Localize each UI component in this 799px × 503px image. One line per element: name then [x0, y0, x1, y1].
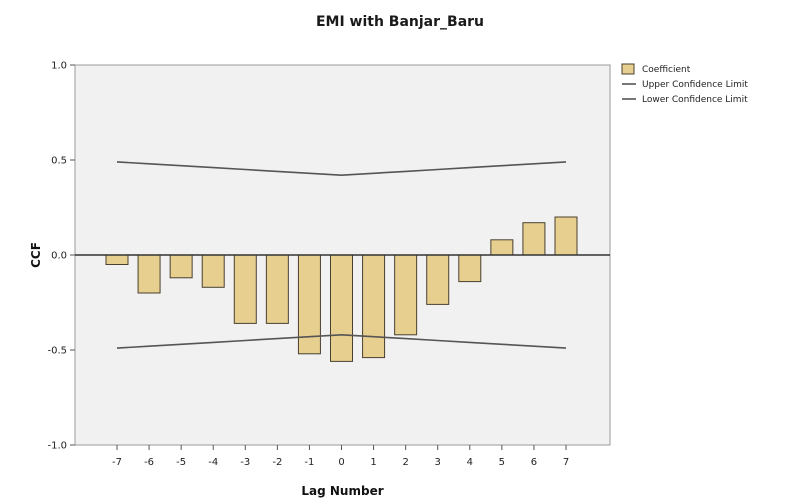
bar-lag--5 — [169, 254, 193, 279]
bar-lag-2 — [394, 254, 418, 336]
bar-lag--6 — [137, 254, 161, 294]
x-tick-label: 3 — [435, 457, 441, 468]
x-tick-label: 0 — [338, 457, 344, 468]
bar-lag-5 — [490, 239, 514, 256]
x-tick-label: -5 — [176, 457, 186, 468]
bar-lag--1 — [297, 254, 321, 355]
y-axis: 1.0 0.5 0.0 -0.5 -1.0 — [47, 61, 75, 452]
legend-label-upper: Upper Confidence Limit — [642, 80, 748, 90]
bar-lag--7 — [105, 254, 129, 265]
legend-label-coefficient: Coefficient — [642, 65, 691, 75]
y-tick-label: 0.0 — [51, 251, 67, 262]
x-tick-label: 4 — [467, 457, 473, 468]
upper-confidence-line — [116, 161, 567, 177]
x-tick-label: -4 — [208, 457, 218, 468]
x-axis-title: Lag Number — [301, 484, 383, 498]
x-tick-label: 1 — [370, 457, 376, 468]
bar-lag-4 — [458, 254, 482, 283]
bar-lag--3 — [233, 254, 257, 324]
x-tick-label: -3 — [240, 457, 250, 468]
x-tick-label: -1 — [304, 457, 314, 468]
x-tick-label: -2 — [272, 457, 282, 468]
x-tick-label: -7 — [112, 457, 122, 468]
bar-lag-3 — [426, 254, 450, 305]
bar-lag-6 — [522, 222, 546, 256]
x-tick-label: 2 — [402, 457, 408, 468]
bar-lag-1 — [362, 254, 386, 359]
bars-group — [105, 216, 578, 362]
x-tick-label: -6 — [144, 457, 154, 468]
legend-swatch-coefficient — [621, 63, 635, 75]
x-tick-label: 7 — [563, 457, 569, 468]
lower-confidence-line — [116, 333, 567, 349]
y-tick-label: 1.0 — [51, 61, 67, 72]
legend-label-lower: Lower Confidence Limit — [642, 95, 748, 105]
y-tick-label: -0.5 — [47, 346, 67, 357]
bar-lag--4 — [201, 254, 225, 288]
x-tick-label: 5 — [499, 457, 505, 468]
bar-lag-0 — [330, 254, 353, 362]
y-tick-label: 0.5 — [51, 156, 67, 167]
chart-title: EMI with Banjar_Baru — [315, 14, 485, 30]
y-axis-title: CCF — [29, 242, 43, 268]
y-tick-label: -1.0 — [47, 441, 67, 452]
legend: Coefficient Upper Confidence Limit Lower C… — [621, 63, 748, 105]
confidence-lines-group — [116, 161, 567, 349]
bar-lag-7 — [554, 216, 578, 256]
bar-lag--2 — [265, 254, 289, 324]
x-axis: -7 -6 -5 -4 -3 -2 -1 0 1 2 3 4 5 6 7 — [112, 445, 569, 468]
x-tick-label: 6 — [531, 457, 537, 468]
